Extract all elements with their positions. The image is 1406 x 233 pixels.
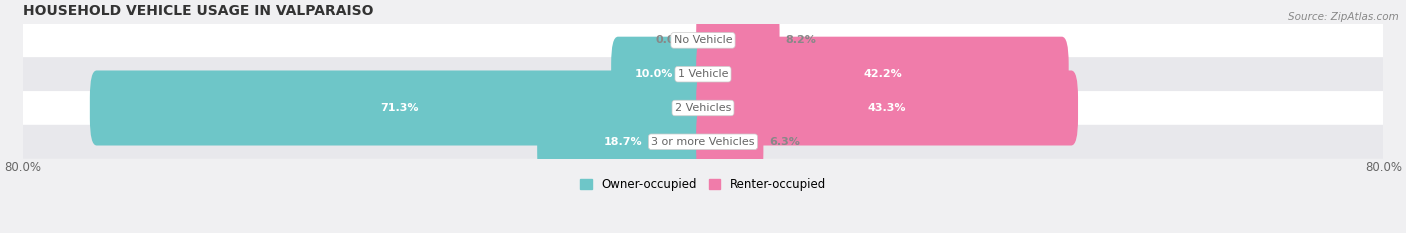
Text: 2 Vehicles: 2 Vehicles (675, 103, 731, 113)
Text: 1 Vehicle: 1 Vehicle (678, 69, 728, 79)
FancyBboxPatch shape (22, 91, 1384, 125)
FancyBboxPatch shape (696, 3, 779, 78)
Text: 18.7%: 18.7% (605, 137, 643, 147)
FancyBboxPatch shape (22, 57, 1384, 91)
Text: No Vehicle: No Vehicle (673, 35, 733, 45)
Text: 42.2%: 42.2% (863, 69, 901, 79)
Legend: Owner-occupied, Renter-occupied: Owner-occupied, Renter-occupied (575, 174, 831, 196)
Text: 43.3%: 43.3% (868, 103, 907, 113)
Text: 3 or more Vehicles: 3 or more Vehicles (651, 137, 755, 147)
FancyBboxPatch shape (537, 104, 710, 179)
FancyBboxPatch shape (696, 37, 1069, 112)
Text: 8.2%: 8.2% (786, 35, 817, 45)
FancyBboxPatch shape (696, 70, 1078, 145)
Text: Source: ZipAtlas.com: Source: ZipAtlas.com (1288, 12, 1399, 22)
FancyBboxPatch shape (612, 37, 710, 112)
Text: 10.0%: 10.0% (636, 69, 673, 79)
FancyBboxPatch shape (696, 104, 763, 179)
FancyBboxPatch shape (22, 125, 1384, 159)
Text: 71.3%: 71.3% (381, 103, 419, 113)
Text: HOUSEHOLD VEHICLE USAGE IN VALPARAISO: HOUSEHOLD VEHICLE USAGE IN VALPARAISO (22, 4, 373, 18)
Text: 0.0%: 0.0% (655, 35, 686, 45)
Text: 6.3%: 6.3% (769, 137, 800, 147)
FancyBboxPatch shape (90, 70, 710, 145)
FancyBboxPatch shape (22, 24, 1384, 57)
